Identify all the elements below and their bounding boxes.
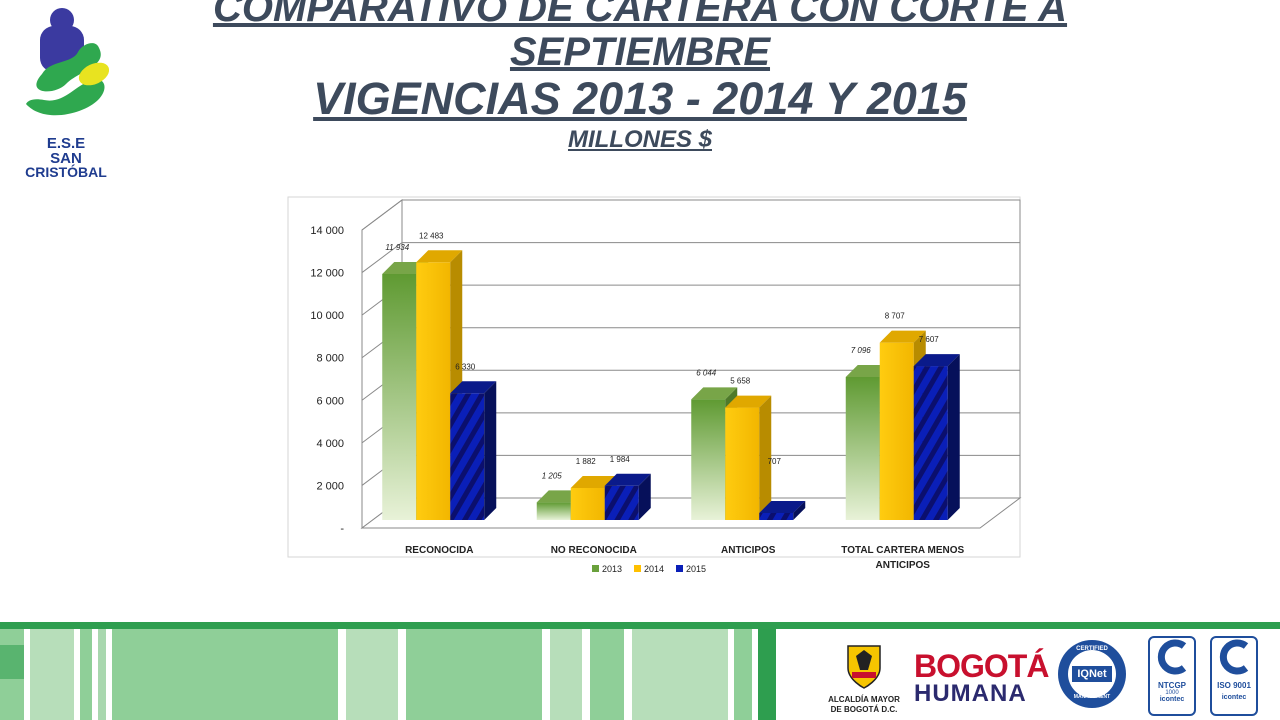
- x-category-label: TOTAL CARTERA MENOS: [841, 545, 964, 556]
- gridline: [361, 242, 1020, 273]
- bar-side-2015: [484, 381, 497, 520]
- iso-icontec: icontec: [1221, 694, 1247, 701]
- footer-top-stripe: [0, 622, 1280, 629]
- data-label: 8 707: [885, 312, 906, 321]
- data-label: 1 984: [610, 455, 631, 464]
- legend-swatch-2015: [676, 565, 683, 572]
- data-label: 6 330: [455, 362, 476, 371]
- y-tick-label: 8 000: [316, 353, 344, 365]
- bar-top-2015: [450, 381, 497, 394]
- data-label: 12 483: [419, 231, 444, 240]
- icontec-c-icon: [1219, 639, 1249, 675]
- data-label: 5 658: [730, 377, 751, 386]
- bar-2015: [450, 393, 485, 520]
- bar-2013: [382, 273, 417, 520]
- title-line-1: COMPARATIVO DE CARTERA CON CORTE A: [212, 0, 1068, 30]
- bar-2014: [725, 407, 760, 520]
- ntcgp-icontec: icontec: [1159, 696, 1185, 703]
- legend-label: 2013: [602, 564, 622, 574]
- y-tick-label: -: [340, 523, 344, 535]
- iqnet-center-text: IQNet: [1077, 668, 1107, 680]
- y-tick-label: 12 000: [310, 268, 344, 280]
- footer-band: [0, 629, 1280, 720]
- bar-2015: [759, 512, 794, 520]
- legend-swatch-2014: [634, 565, 641, 572]
- alcaldia-line-1: ALCALDÍA MAYOR: [828, 695, 900, 704]
- iqnet-badge: CERTIFIED IQNet MANAGEMENT: [1056, 638, 1128, 710]
- data-label: 1 882: [576, 457, 597, 466]
- alcaldia-line-2: DE BOGOTÁ D.C.: [830, 705, 898, 714]
- bar-top-2014: [416, 250, 463, 263]
- x-axis-categories: RECONOCIDA NO RECONOCIDA ANTICIPOS TOTAL CA…: [405, 545, 964, 571]
- title-line-3: VIGENCIAS 2013 - 2014 Y 2015: [313, 73, 967, 124]
- logo-text-san: SAN: [50, 150, 82, 167]
- alcaldia-bogota-logo: ALCALDÍA MAYOR DE BOGOTÁ D.C.: [826, 644, 902, 716]
- data-label: 1 205: [542, 471, 563, 480]
- y-axis-ticks: - 2 000 4 000 6 000 8 000 10 000 12 000 14 000: [310, 225, 344, 535]
- iqnet-seal-icon: [1058, 640, 1126, 708]
- footer-color-bars: [0, 629, 800, 720]
- bogota-word: BOGOTÁ: [914, 648, 1049, 684]
- bar-top-2014: [725, 395, 772, 408]
- y-tick-label: 6 000: [316, 395, 344, 407]
- y-tick-label: 2 000: [316, 480, 344, 492]
- bar-top-2015: [913, 354, 960, 367]
- bar-2014: [570, 487, 605, 520]
- bar-2013: [845, 376, 880, 520]
- logo-text-ese: E.S.E: [46, 135, 86, 152]
- bar-top-2014: [570, 475, 617, 488]
- bar-2013: [536, 502, 571, 520]
- gridline: [361, 199, 1020, 231]
- logo-figure-icon: [26, 8, 110, 116]
- icontec-c-icon: [1157, 639, 1187, 675]
- chart-bars: [382, 250, 960, 520]
- iqnet-top-text: CERTIFIED: [1076, 646, 1108, 652]
- x-category-label: ANTICIPOS: [721, 545, 776, 556]
- ntcgp-label: NTCGP: [1158, 681, 1186, 690]
- bar-2015: [604, 485, 639, 520]
- data-label: 11 934: [385, 243, 409, 252]
- x-category-label: NO RECONOCIDA: [551, 545, 637, 556]
- bar-side-2014: [759, 395, 772, 520]
- ntcgp-badge: NTCGP 1000 icontec: [1148, 636, 1196, 716]
- ntcgp-number: 1000: [1165, 690, 1179, 696]
- data-label: 7 607: [919, 335, 940, 344]
- bar-top-2014: [879, 330, 926, 343]
- bar-side-2015: [793, 500, 806, 520]
- ese-san-cristobal-logo: E.S.E SAN CRISTÓBAL: [14, 4, 118, 180]
- bogota-shield-icon: [847, 645, 881, 689]
- bar-2015: [913, 366, 948, 520]
- y-tick-label: 14 000: [310, 225, 344, 237]
- iso-9001-badge: ISO 9001 icontec: [1210, 636, 1258, 716]
- bar-2013: [691, 399, 726, 520]
- humana-word: HUMANA: [914, 680, 1027, 707]
- legend-label: 2015: [686, 564, 706, 574]
- legend-label: 2014: [644, 564, 664, 574]
- data-label: 6 044: [696, 368, 717, 377]
- bar-top-2013: [691, 387, 738, 400]
- data-label: 7 096: [851, 346, 872, 355]
- data-label: 707: [768, 457, 782, 466]
- y-tick-label: 10 000: [310, 310, 344, 322]
- bar-top-2015: [604, 473, 651, 486]
- iqnet-bottom-text: MANAGEMENT: [1073, 694, 1111, 700]
- bar-2014: [416, 262, 451, 520]
- bar-2014: [879, 342, 914, 520]
- bar-side-2015: [947, 354, 960, 520]
- y-tick-label: 4 000: [316, 438, 344, 450]
- bar-top-2015: [759, 500, 806, 513]
- chart-legend: 2013 2014 2015: [592, 564, 706, 574]
- title-units: MILLONES $: [567, 126, 712, 153]
- page-title: COMPARATIVO DE CARTERA CON CORTE A SEPTI…: [120, 0, 1160, 154]
- bogota-humana-logo: BOGOTÁ HUMANA: [914, 648, 1049, 710]
- bar-side-2015: [638, 473, 651, 520]
- title-line-2: SEPTIEMBRE: [509, 30, 771, 74]
- legend-swatch-2013: [592, 565, 599, 572]
- logo-text-cristobal: CRISTÓBAL: [25, 164, 107, 180]
- iso-label: ISO 9001: [1217, 681, 1251, 690]
- data-labels: 11 934 12 483 6 330 1 205 1 882 1 984 6 044 5 6…: [385, 231, 939, 480]
- x-category-label: ANTICIPOS: [876, 560, 931, 571]
- x-category-label: RECONOCIDA: [405, 545, 473, 556]
